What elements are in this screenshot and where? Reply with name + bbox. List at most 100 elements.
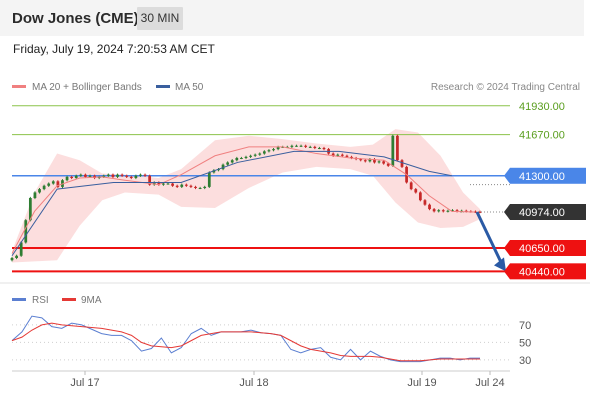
candle-body: [157, 182, 161, 185]
candle-body: [203, 186, 207, 188]
candle-body: [290, 145, 294, 147]
instrument-title: Dow Jones (CME): [12, 10, 139, 27]
candle-body: [363, 160, 367, 162]
candle-body: [313, 146, 317, 148]
candle-body: [28, 198, 32, 221]
candle-body: [391, 135, 395, 166]
ma20-line: [11, 146, 475, 254]
candle-body: [455, 210, 459, 212]
candle-body: [51, 181, 55, 184]
candle-body: [116, 174, 119, 177]
candle-body: [106, 174, 110, 176]
candle-body: [221, 164, 225, 170]
forecast-arrow-shaft: [475, 211, 504, 265]
candle-body: [139, 174, 142, 176]
x-label-1: Jul 18: [239, 377, 268, 389]
candle-body: [359, 159, 363, 161]
candle-body: [129, 176, 133, 178]
candle-body: [189, 185, 193, 187]
candle-body: [377, 161, 381, 163]
level-tag-pointer-3: [504, 204, 510, 220]
candle-body: [84, 174, 87, 177]
ma50-legend-label: MA 50: [175, 82, 204, 93]
candle-body: [125, 175, 129, 177]
rsi-ma-legend-swatch: [62, 298, 76, 301]
candle-body: [304, 145, 308, 147]
candle-body: [428, 204, 431, 210]
candle-body: [451, 210, 454, 212]
candle-body: [19, 242, 23, 256]
candle-body: [207, 172, 211, 187]
candle-body: [386, 163, 390, 166]
candle-body: [249, 155, 252, 157]
candle-body: [166, 183, 170, 185]
level-tag-5: [510, 263, 586, 280]
candle-body: [414, 189, 418, 193]
candle-body: [423, 200, 427, 205]
candle-body: [295, 145, 298, 147]
level-label-4: 40650.00: [519, 243, 565, 255]
ma50-legend-swatch: [156, 85, 170, 88]
candle-body: [345, 155, 349, 157]
candle-body: [418, 192, 422, 201]
level-label-5: 40440.00: [519, 266, 565, 278]
timestamp: Friday, July 19, 2024 7:20:53 AM CET: [13, 42, 215, 56]
level-label-3: 40974.00: [519, 207, 565, 219]
rsi-legend-swatch: [12, 298, 26, 301]
candle-body: [276, 146, 280, 150]
interval-button[interactable]: 30 MIN: [137, 7, 183, 30]
candle-body: [88, 175, 92, 177]
level-tag-pointer-4: [504, 240, 510, 256]
candle-body: [143, 174, 147, 176]
candle-body: [267, 150, 271, 152]
candle-body: [331, 153, 335, 156]
candle-body: [230, 160, 234, 163]
candle-body: [15, 255, 18, 258]
candle-body: [396, 135, 399, 161]
candle-body: [441, 210, 445, 212]
candle-body: [56, 181, 60, 187]
candle-body: [322, 148, 326, 150]
x-label-2: Jul 19: [407, 377, 436, 389]
level-tag-3: [510, 204, 586, 220]
x-label-3: Jul 24: [475, 377, 504, 389]
candle-body: [308, 146, 312, 148]
candle-body: [318, 148, 321, 149]
level-tag-4: [510, 240, 586, 256]
candle-body: [171, 183, 174, 186]
candle-body: [299, 145, 303, 147]
level-tag-pointer-5: [504, 263, 510, 280]
candle-body: [152, 182, 156, 185]
candle-body: [74, 175, 78, 178]
candle-body: [134, 175, 138, 178]
candle-body: [47, 183, 51, 186]
candle-body: [198, 188, 202, 189]
bollinger-band-area: [12, 129, 480, 263]
copyright: Research © 2024 Trading Central: [431, 82, 580, 93]
candle-body: [272, 149, 275, 151]
candle-body: [24, 220, 28, 243]
candle-body: [10, 258, 14, 261]
rsi-ma-legend-label: 9MA: [81, 295, 102, 306]
candle-body: [42, 185, 46, 190]
candle-body: [474, 211, 477, 213]
candle-body: [102, 175, 106, 177]
candle-body: [373, 159, 376, 163]
header-bar: Dow Jones (CME) 30 MIN: [0, 0, 584, 36]
candle-body: [446, 210, 450, 212]
candle-body: [65, 176, 69, 181]
candle-body: [432, 209, 436, 212]
rsi-line: [11, 315, 480, 363]
candle-body: [437, 210, 441, 212]
candle-body: [194, 186, 197, 188]
candle-body: [70, 176, 74, 178]
rsi-ma-line: [11, 322, 480, 362]
candle-body: [148, 175, 152, 185]
candle-body: [340, 154, 344, 156]
candle-body: [253, 154, 257, 156]
candle-body: [226, 162, 230, 165]
candle-body: [240, 158, 243, 159]
rsi-legend-label: RSI: [32, 295, 49, 306]
rsi-tick-50: 50: [519, 337, 531, 349]
candle-body: [33, 192, 37, 198]
